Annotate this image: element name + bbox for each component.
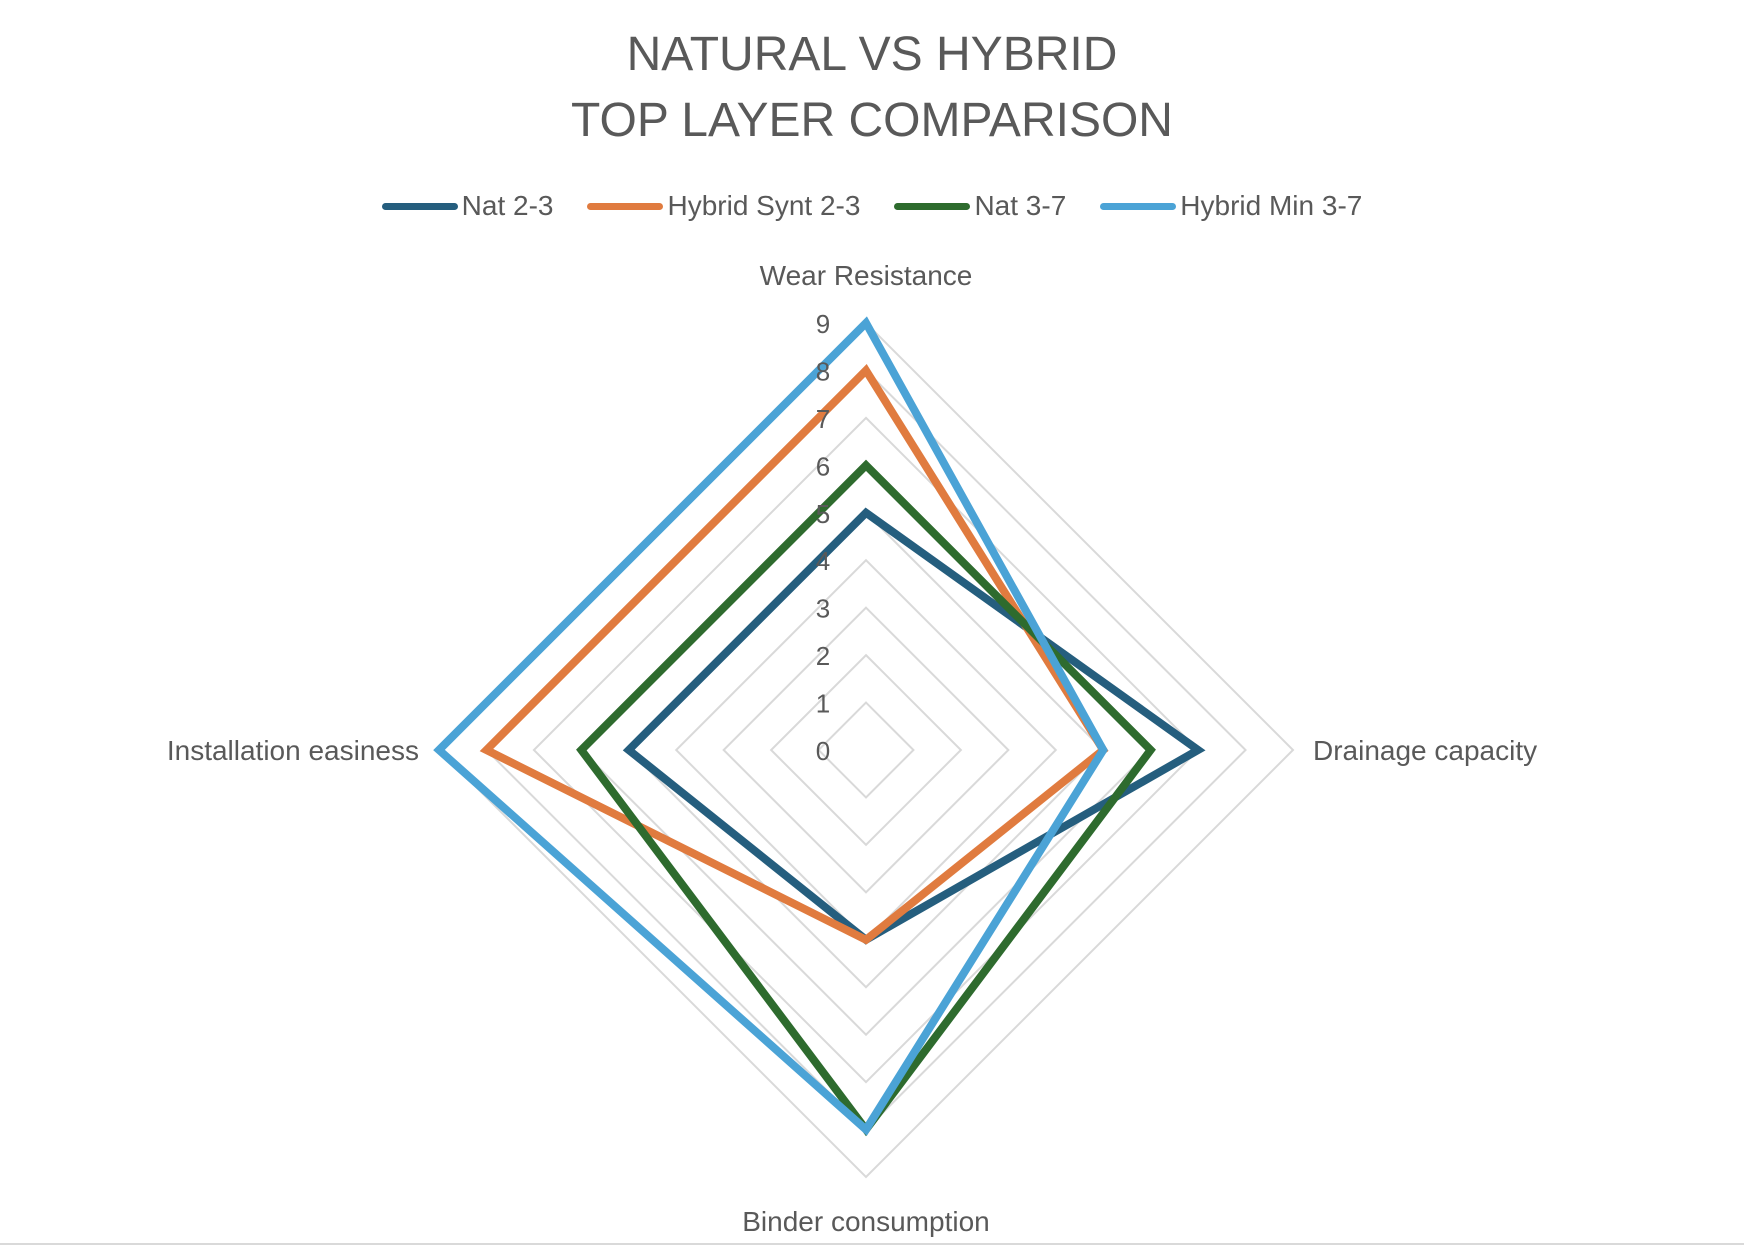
tick-label-3: 3 bbox=[816, 594, 830, 624]
axis-label-drainage-capacity: Drainage capacity bbox=[1313, 735, 1537, 766]
grid-ring-2 bbox=[769, 653, 963, 847]
chart-title-line-2: TOP LAYER COMPARISON bbox=[571, 94, 1173, 147]
grid-ring-8 bbox=[485, 369, 1247, 1131]
legend-item-nat-3-7[interactable]: Nat 3-7 bbox=[894, 190, 1066, 222]
axis-label-binder-consumption: Binder consumption bbox=[742, 1206, 989, 1237]
tick-label-5: 5 bbox=[816, 499, 830, 529]
grid-ring-9 bbox=[437, 321, 1295, 1179]
tick-label-2: 2 bbox=[816, 641, 830, 671]
radar-series bbox=[433, 316, 1206, 1137]
chart-title-line-1: NATURAL VS HYBRID bbox=[626, 28, 1118, 81]
series-line-nat-2-3[interactable] bbox=[622, 507, 1206, 945]
tick-label-4: 4 bbox=[816, 546, 830, 576]
radar-grid bbox=[437, 321, 1295, 1179]
legend-swatch-hybrid-synt-2-3 bbox=[587, 202, 664, 210]
legend-swatch-nat-3-7 bbox=[894, 202, 971, 210]
grid-ring-3 bbox=[722, 606, 1010, 894]
legend-swatch-nat-2-3 bbox=[381, 202, 458, 210]
grid-ring-4 bbox=[674, 558, 1058, 942]
radar-axis-labels: Wear Resistance Drainage capacity Binder c… bbox=[167, 260, 1537, 1237]
tick-label-8: 8 bbox=[816, 356, 830, 386]
series-line-hybrid-min-3-7[interactable] bbox=[433, 316, 1108, 1136]
legend: Nat 2-3 Hybrid Synt 2-3 Nat 3-7 Hybrid M… bbox=[0, 190, 1744, 222]
grid-ring-7 bbox=[532, 416, 1200, 1084]
tick-label-9: 9 bbox=[816, 309, 830, 339]
legend-item-nat-2-3[interactable]: Nat 2-3 bbox=[381, 190, 554, 222]
legend-label-hybrid-min-3-7: Hybrid Min 3-7 bbox=[1180, 190, 1363, 221]
tick-label-1: 1 bbox=[816, 689, 830, 719]
axis-label-installation-easiness: Installation easiness bbox=[167, 735, 419, 766]
radar-tick-labels: 0 1 2 3 4 5 6 7 8 9 bbox=[816, 309, 830, 766]
legend-label-nat-2-3: Nat 2-3 bbox=[461, 190, 554, 221]
tick-label-6: 6 bbox=[816, 451, 830, 481]
grid-ring-1 bbox=[817, 701, 915, 799]
chart-title: NATURAL VS HYBRID TOP LAYER COMPARISON bbox=[0, 22, 1744, 154]
tick-label-7: 7 bbox=[816, 404, 830, 434]
legend-item-hybrid-min-3-7[interactable]: Hybrid Min 3-7 bbox=[1100, 190, 1362, 222]
legend-item-hybrid-synt-2-3[interactable]: Hybrid Synt 2-3 bbox=[587, 190, 860, 222]
legend-label-nat-3-7: Nat 3-7 bbox=[974, 190, 1067, 221]
tick-label-0: 0 bbox=[816, 736, 830, 766]
bottom-divider bbox=[0, 1243, 1744, 1245]
legend-label-hybrid-synt-2-3: Hybrid Synt 2-3 bbox=[667, 190, 861, 221]
legend-swatch-hybrid-min-3-7 bbox=[1100, 202, 1177, 210]
axis-label-wear-resistance: Wear Resistance bbox=[760, 260, 973, 291]
